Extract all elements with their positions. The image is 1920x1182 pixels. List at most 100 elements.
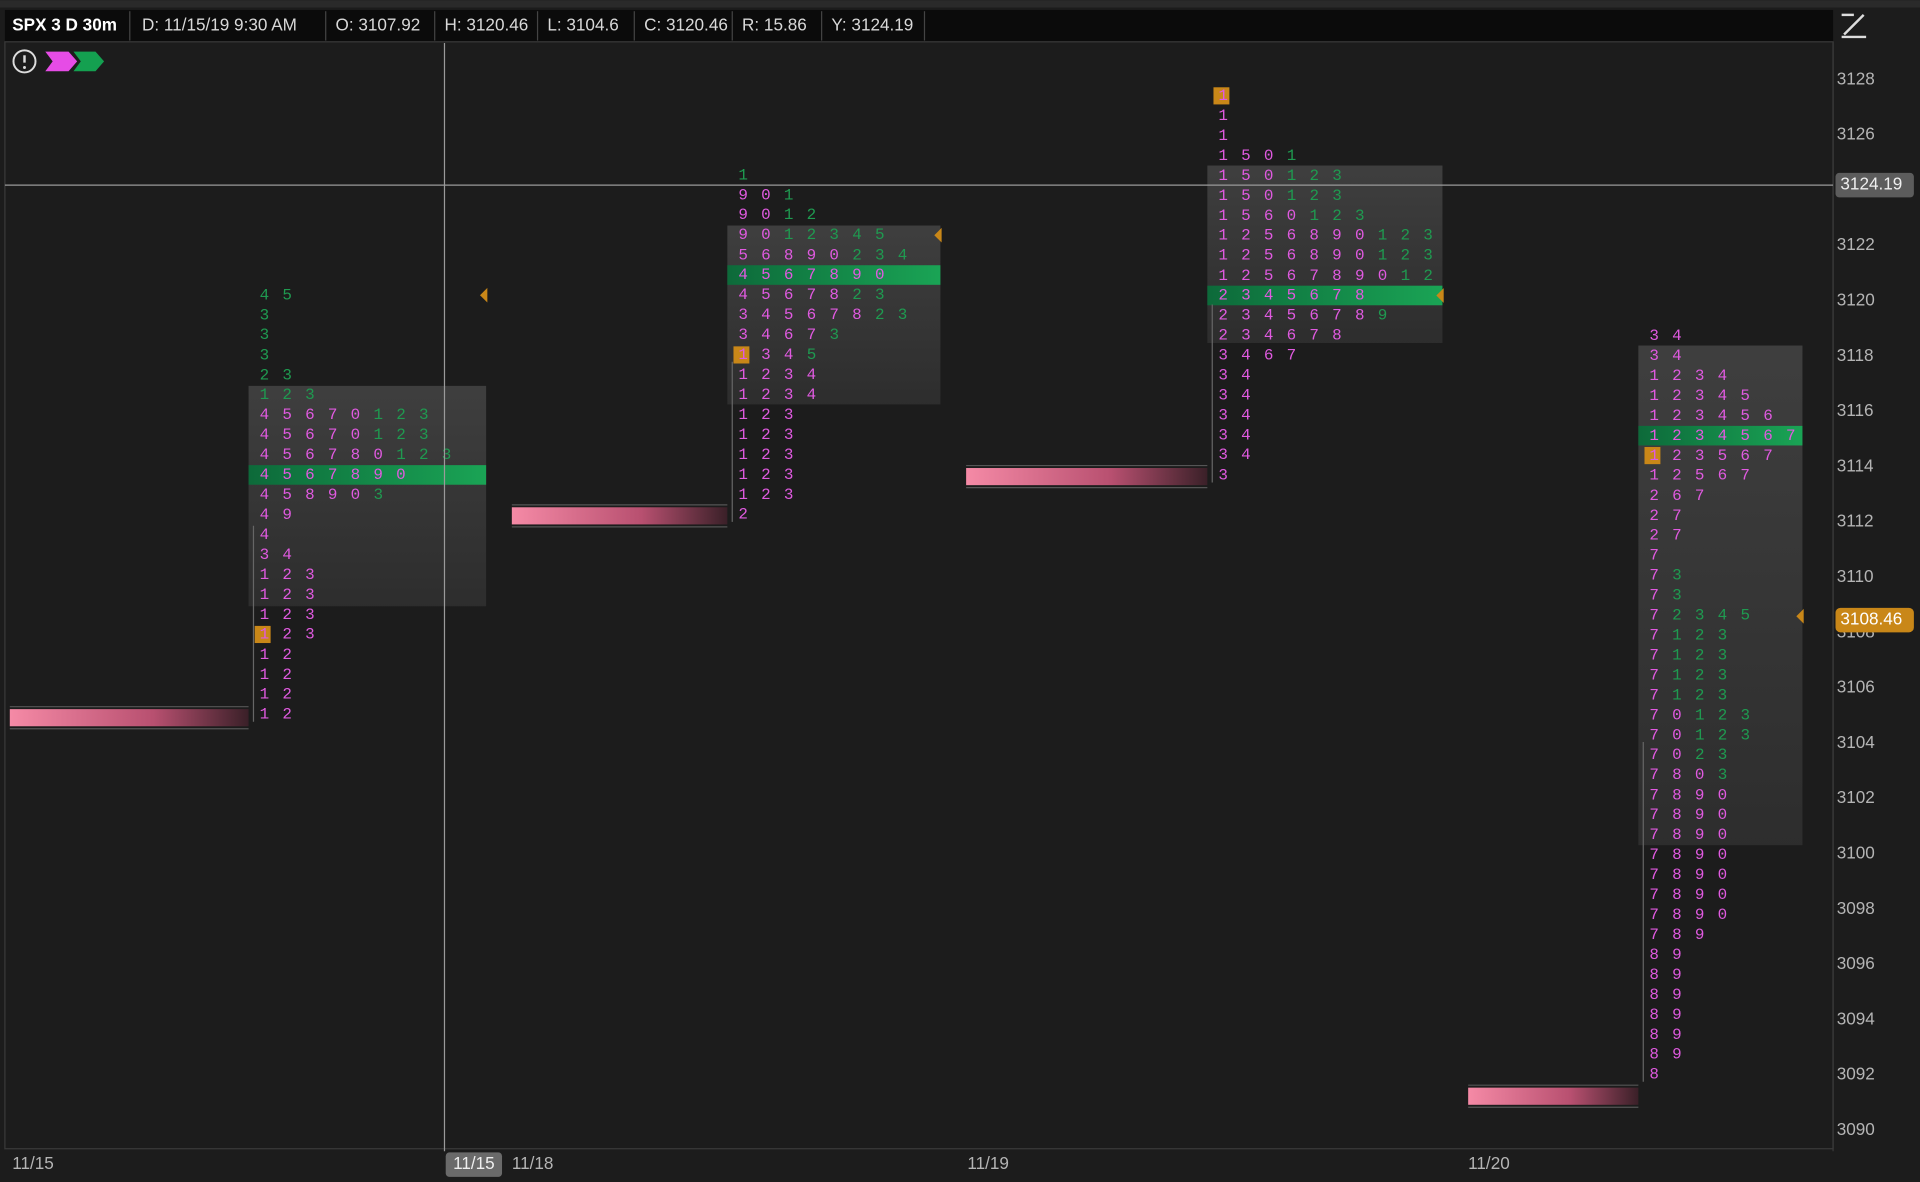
marker-triangle — [480, 287, 488, 303]
tpo-letters-late: 2 3 — [260, 366, 294, 384]
alert-icon-dot — [23, 66, 26, 69]
tpo-letters: 2 7 — [1649, 507, 1683, 525]
tpo-letters: 3 4 — [1218, 387, 1252, 405]
session-bar — [1468, 1087, 1639, 1105]
tpo-letters: 7 — [1649, 607, 1660, 625]
value-area — [1207, 165, 1443, 344]
tpo-letters: 3 4 — [1218, 446, 1252, 464]
tpo-letters: 5 6 8 9 0 — [738, 246, 840, 264]
y-tick-label: 3118 — [1837, 345, 1874, 365]
tpo-letters: 1 2 5 6 7 8 9 0 — [1218, 267, 1389, 285]
tpo-letters: 7 8 9 0 — [1649, 786, 1729, 804]
cursor-date-badge — [445, 1152, 503, 1177]
tpo-letters-late: 3 — [260, 346, 271, 364]
tpo-letters: 7 — [1649, 587, 1660, 605]
y-tick-label: 3116 — [1837, 400, 1874, 420]
y-tick-label: 3100 — [1837, 843, 1875, 863]
tpo-letters: 4 5 6 7 8 — [738, 286, 840, 304]
tpo-letters-late: 2 3 — [1695, 746, 1729, 764]
tpo-letters: 1 2 5 6 8 9 0 — [1218, 227, 1366, 245]
tpo-letters: 7 8 9 — [1649, 926, 1706, 944]
tpo-letters: 2 3 4 5 6 7 8 — [1218, 287, 1366, 305]
tpo-letters-late: 1 2 3 — [1287, 187, 1344, 205]
tpo-letters-late: 2 3 4 — [852, 246, 909, 264]
poc-bar — [248, 465, 487, 485]
header-field: L: 3104.6 — [547, 14, 618, 34]
tpo-letters: 1 2 3 — [260, 606, 317, 624]
tpo-letters-late: 4 5 — [260, 286, 294, 304]
tpo-letters: 1 — [1218, 87, 1229, 105]
tpo-letters: 8 — [1649, 1066, 1660, 1084]
tpo-letters-late: 1 2 3 — [1695, 726, 1752, 744]
last-price-badge — [1835, 607, 1914, 633]
tpo-letters: 7 — [1649, 687, 1660, 705]
tpo-letters: 1 2 3 4 — [738, 386, 818, 404]
tpo-letters: 3 — [1218, 466, 1229, 484]
tpo-letters: 2 — [738, 506, 749, 524]
chevron-green[interactable] — [73, 51, 105, 72]
y-tick-label: 3090 — [1837, 1119, 1875, 1139]
tpo-letters: 1 5 0 — [1218, 147, 1275, 165]
tpo-letters: 3 4 — [1218, 426, 1252, 444]
tpo-letters: 1 2 3 — [260, 626, 317, 644]
tpo-letters: 4 5 6 7 8 9 0 — [260, 466, 408, 484]
tpo-letters: 1 — [1218, 107, 1229, 125]
tpo-letters: 7 8 9 0 — [1649, 886, 1729, 904]
tpo-letters: 1 2 3 4 5 6 7 — [1649, 427, 1797, 445]
marker-triangle — [1436, 288, 1444, 303]
chevron-pink[interactable] — [45, 51, 78, 72]
y-tick-label: 3128 — [1837, 68, 1875, 88]
tpo-letters: 7 — [1649, 547, 1660, 565]
tpo-letters: 7 8 0 — [1649, 766, 1706, 784]
tpo-letters: 8 9 — [1649, 966, 1683, 984]
tpo-letters-late: 1 2 3 — [1309, 207, 1366, 225]
poc-bar — [1638, 425, 1803, 446]
tpo-letters: 3 4 — [1649, 327, 1683, 345]
y-tick-label: 3126 — [1837, 124, 1875, 144]
tpo-letters: 7 8 9 0 — [1649, 806, 1729, 824]
y-tick-label: 3094 — [1837, 1008, 1876, 1028]
tpo-letters: 8 9 — [1649, 1046, 1683, 1064]
y-tick-label: 3122 — [1837, 234, 1875, 254]
header-field: D: 11/15/19 9:30 AM — [142, 14, 297, 34]
tpo-letters: 1 2 — [260, 686, 294, 704]
tpo-letters: 1 2 3 — [260, 566, 317, 584]
tpo-letters: 1 3 4 — [738, 346, 795, 364]
tpo-letters: 1 2 3 — [738, 486, 795, 504]
tpo-letters: 1 5 6 0 — [1218, 207, 1298, 225]
tpo-letters: 7 — [1649, 646, 1660, 664]
poc-bar — [1207, 285, 1443, 306]
tpo-letters: 7 — [1649, 666, 1660, 684]
x-tick-label: 11/20 — [1468, 1153, 1510, 1173]
open-marker — [733, 346, 750, 364]
tpo-letters-late: 3 — [1718, 766, 1729, 784]
tpo-letters-late: 1 2 3 — [373, 406, 430, 424]
tpo-letters: 4 — [260, 526, 271, 544]
tpo-letters: 9 0 — [738, 206, 772, 224]
cursor-price: 3124.19 — [1840, 174, 1902, 194]
tpo-letters: 8 9 — [1649, 986, 1683, 1004]
drawing-tool-icon[interactable] — [1841, 13, 1867, 39]
tpo-letters: 1 2 3 4 — [738, 366, 818, 384]
tpo-letters: 8 9 — [1649, 1006, 1683, 1024]
tpo-letters: 4 5 6 7 0 — [260, 406, 362, 424]
tpo-letters: 1 2 3 4 5 — [1649, 387, 1751, 405]
tpo-letters: 7 — [1649, 567, 1660, 585]
tpo-letters: 1 2 — [260, 706, 294, 724]
tpo-letters: 7 8 9 0 — [1649, 906, 1729, 924]
x-tick-label: 11/18 — [512, 1153, 554, 1173]
header-field: R: 15.86 — [742, 14, 807, 34]
tpo-letters: 4 5 6 7 8 0 — [260, 446, 385, 464]
session-bar — [966, 468, 1208, 486]
tpo-letters-late: 1 2 — [784, 206, 818, 224]
tpo-letters: 2 3 4 6 7 8 — [1218, 327, 1343, 345]
tpo-letters: 7 0 — [1649, 726, 1683, 744]
tpo-letters-late: 1 — [738, 166, 749, 184]
tpo-letters-late: 3 — [1672, 567, 1683, 585]
tpo-profile: 1 9 0 1 9 0 1 2 9 0 1 2 3 4 5 5 6 8 9 0 2 3 4 4 5… — [511, 166, 942, 528]
tpo-letters-late: 1 2 3 — [396, 446, 453, 464]
value-area — [248, 385, 487, 607]
tpo-letters: 1 2 3 — [738, 446, 795, 464]
tpo-letters: 4 5 6 7 0 — [260, 426, 362, 444]
